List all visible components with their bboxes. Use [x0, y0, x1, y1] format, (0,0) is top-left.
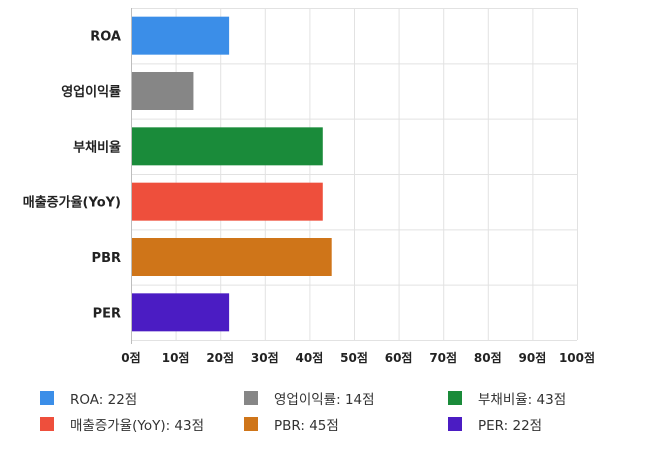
legend-swatch — [244, 417, 258, 431]
x-tick-label: 30점 — [251, 350, 279, 365]
legend-label: 매출증가율(YoY): 43점 — [70, 418, 205, 434]
bar — [132, 127, 323, 166]
legend-item: 영업이익률: 14점 — [244, 388, 375, 408]
legend-swatch — [448, 391, 462, 405]
category-label: 부채비율 — [73, 139, 121, 155]
legend-item: 매출증가율(YoY): 43점 — [40, 414, 204, 434]
x-tick-label: 80점 — [474, 350, 502, 365]
category-label: PBR — [92, 251, 121, 266]
bar — [132, 293, 230, 332]
category-label: PER — [93, 306, 121, 321]
bar — [132, 16, 230, 55]
legend-item: PBR: 45점 — [244, 414, 339, 434]
bar — [132, 72, 194, 110]
legend-item: PER: 22점 — [448, 414, 542, 434]
legend-label: 영업이익률: 14점 — [274, 392, 375, 408]
legend-label: PER: 22점 — [478, 418, 543, 434]
x-tick-label: 60점 — [385, 350, 413, 365]
bar — [132, 238, 332, 276]
x-tick-label: 100점 — [559, 350, 595, 365]
x-tick-label: 70점 — [429, 350, 457, 365]
category-label: 영업이익률 — [61, 84, 121, 100]
bar — [132, 182, 323, 221]
x-tick-label: 40점 — [296, 350, 324, 365]
x-tick-label: 10점 — [162, 350, 190, 365]
x-tick-label: 50점 — [340, 350, 368, 365]
legend-swatch — [244, 391, 258, 405]
legend-swatch — [40, 391, 54, 405]
legend-swatch — [448, 417, 462, 431]
legend-label: 부채비율: 43점 — [478, 392, 567, 408]
legend-label: PBR: 45점 — [274, 418, 339, 434]
x-tick-label: 20점 — [206, 350, 234, 365]
legend-label: ROA: 22점 — [70, 392, 138, 408]
x-tick-label: 0점 — [121, 350, 140, 365]
x-tick-label: 90점 — [519, 350, 547, 365]
category-label: 매출증가율(YoY) — [23, 195, 121, 211]
legend-swatch — [40, 417, 54, 431]
category-label: ROA — [90, 30, 121, 45]
legend-item: ROA: 22점 — [40, 388, 137, 408]
legend-item: 부채비율: 43점 — [448, 388, 566, 408]
